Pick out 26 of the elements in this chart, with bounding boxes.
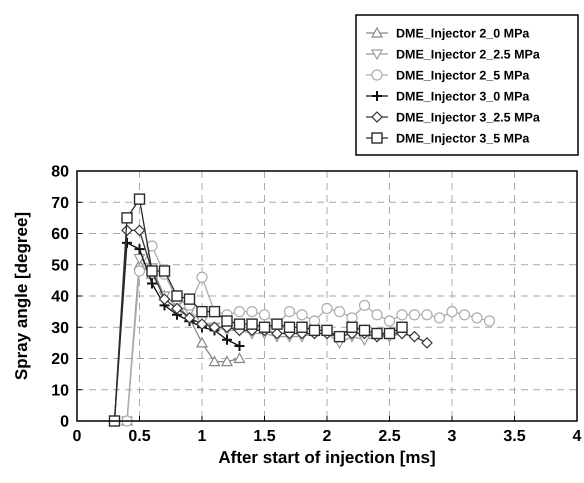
y-tick-label: 40 <box>51 288 70 306</box>
x-tick-label: 4 <box>572 428 582 445</box>
x-tick-label: 3 <box>448 428 457 445</box>
legend-label: DME_Injector 3_5 MPa <box>396 131 530 146</box>
y-tick-label: 0 <box>60 414 70 431</box>
x-tick-label: 3.5 <box>503 428 526 445</box>
y-tick-label: 80 <box>51 164 70 181</box>
x-tick-label: 1.5 <box>253 428 276 445</box>
y-tick-label: 70 <box>51 194 70 212</box>
y-tick-label: 60 <box>51 226 70 244</box>
x-tick-label: 2 <box>322 428 332 445</box>
x-tick-label: 0.5 <box>128 428 151 445</box>
x-axis-title: After start of injection [ms] <box>218 448 436 467</box>
y-tick-label: 10 <box>51 382 70 400</box>
legend-label: DME_Injector 3_2.5 MPa <box>396 110 541 124</box>
x-tick-label: 0 <box>72 428 82 445</box>
legend-label: DME_Injector 2_0 MPa <box>396 26 530 40</box>
legend-label: DME_Injector 2_5 MPa <box>396 68 530 82</box>
x-tick-label: 2.5 <box>378 428 401 445</box>
y-tick-label: 50 <box>51 257 70 274</box>
legend-label: DME_Injector 2_2.5 MPa <box>396 47 541 62</box>
y-tick-label: 30 <box>51 320 70 337</box>
y-axis-title: Spray angle [degree] <box>12 212 31 380</box>
x-tick-label: 1 <box>198 428 207 445</box>
y-tick-label: 20 <box>51 351 70 368</box>
legend-label: DME_Injector 3_0 MPa <box>396 89 530 104</box>
